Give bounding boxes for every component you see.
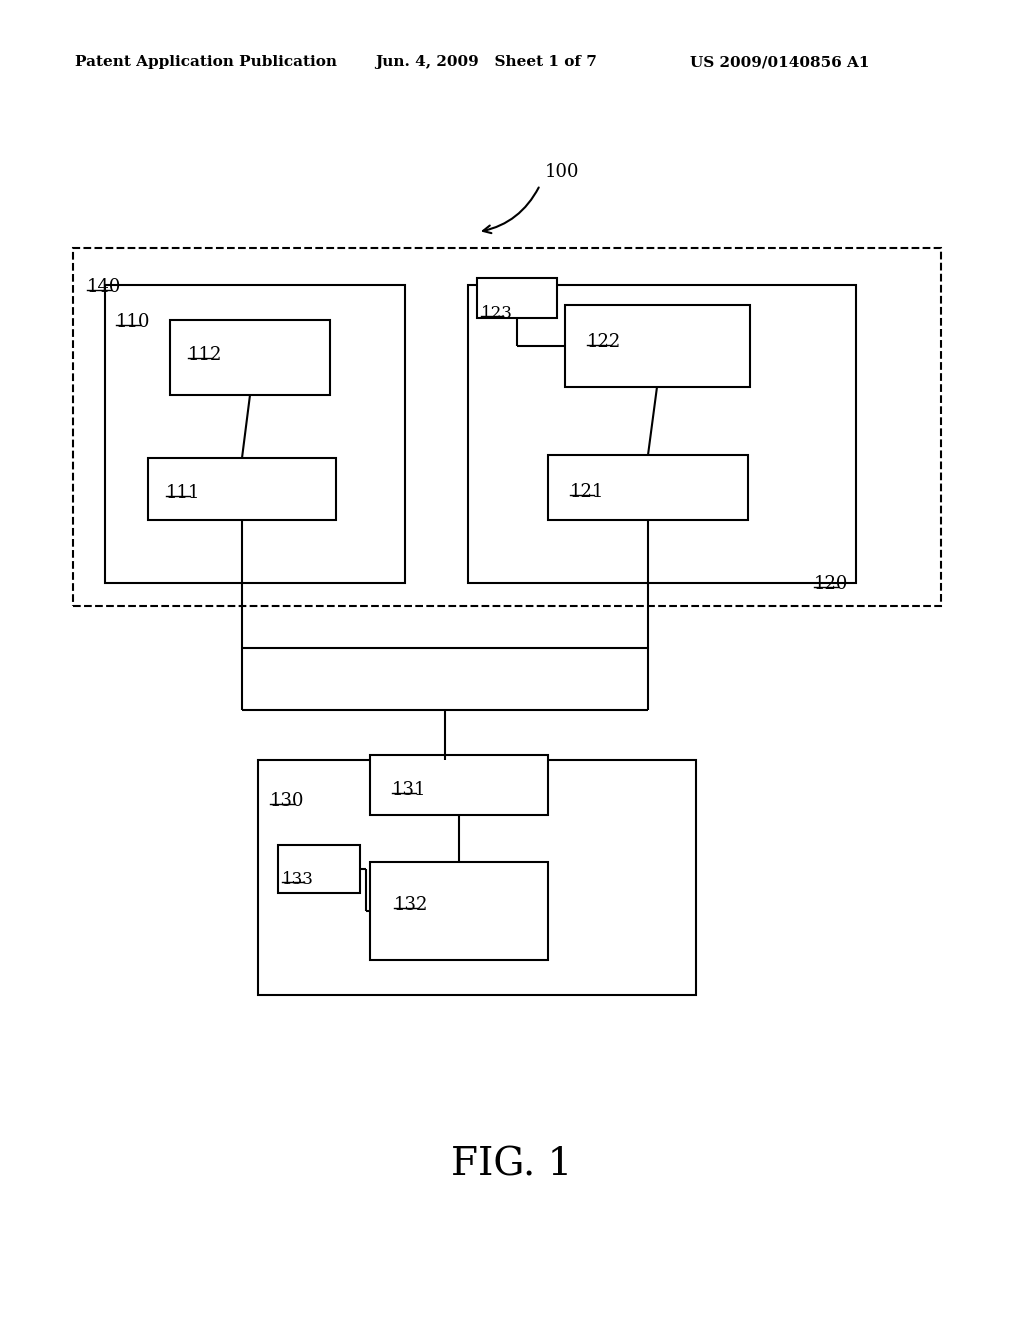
Text: 133: 133 <box>282 871 314 888</box>
FancyArrowPatch shape <box>483 187 539 234</box>
Text: 132: 132 <box>394 896 428 913</box>
Bar <box>278 845 360 894</box>
Bar <box>258 760 696 995</box>
Bar <box>370 755 548 814</box>
Bar <box>468 285 856 583</box>
Text: 100: 100 <box>545 162 580 181</box>
Text: 140: 140 <box>87 279 122 296</box>
Text: Jun. 4, 2009   Sheet 1 of 7: Jun. 4, 2009 Sheet 1 of 7 <box>375 55 597 69</box>
Text: 120: 120 <box>814 576 848 593</box>
Text: 130: 130 <box>270 792 304 810</box>
Bar <box>170 319 330 395</box>
Text: 122: 122 <box>587 333 622 351</box>
Bar <box>548 455 748 520</box>
Text: 123: 123 <box>481 305 513 322</box>
Text: 121: 121 <box>570 483 604 502</box>
Bar <box>105 285 406 583</box>
Text: Patent Application Publication: Patent Application Publication <box>75 55 337 69</box>
Text: 111: 111 <box>166 484 201 502</box>
Bar <box>477 279 557 318</box>
Text: FIG. 1: FIG. 1 <box>452 1147 572 1184</box>
Bar <box>370 862 548 960</box>
Text: US 2009/0140856 A1: US 2009/0140856 A1 <box>690 55 869 69</box>
Bar <box>565 305 750 387</box>
Text: 131: 131 <box>392 781 427 799</box>
Text: 112: 112 <box>188 346 222 364</box>
Bar <box>73 248 941 606</box>
Text: 110: 110 <box>116 313 151 331</box>
Bar <box>148 458 336 520</box>
